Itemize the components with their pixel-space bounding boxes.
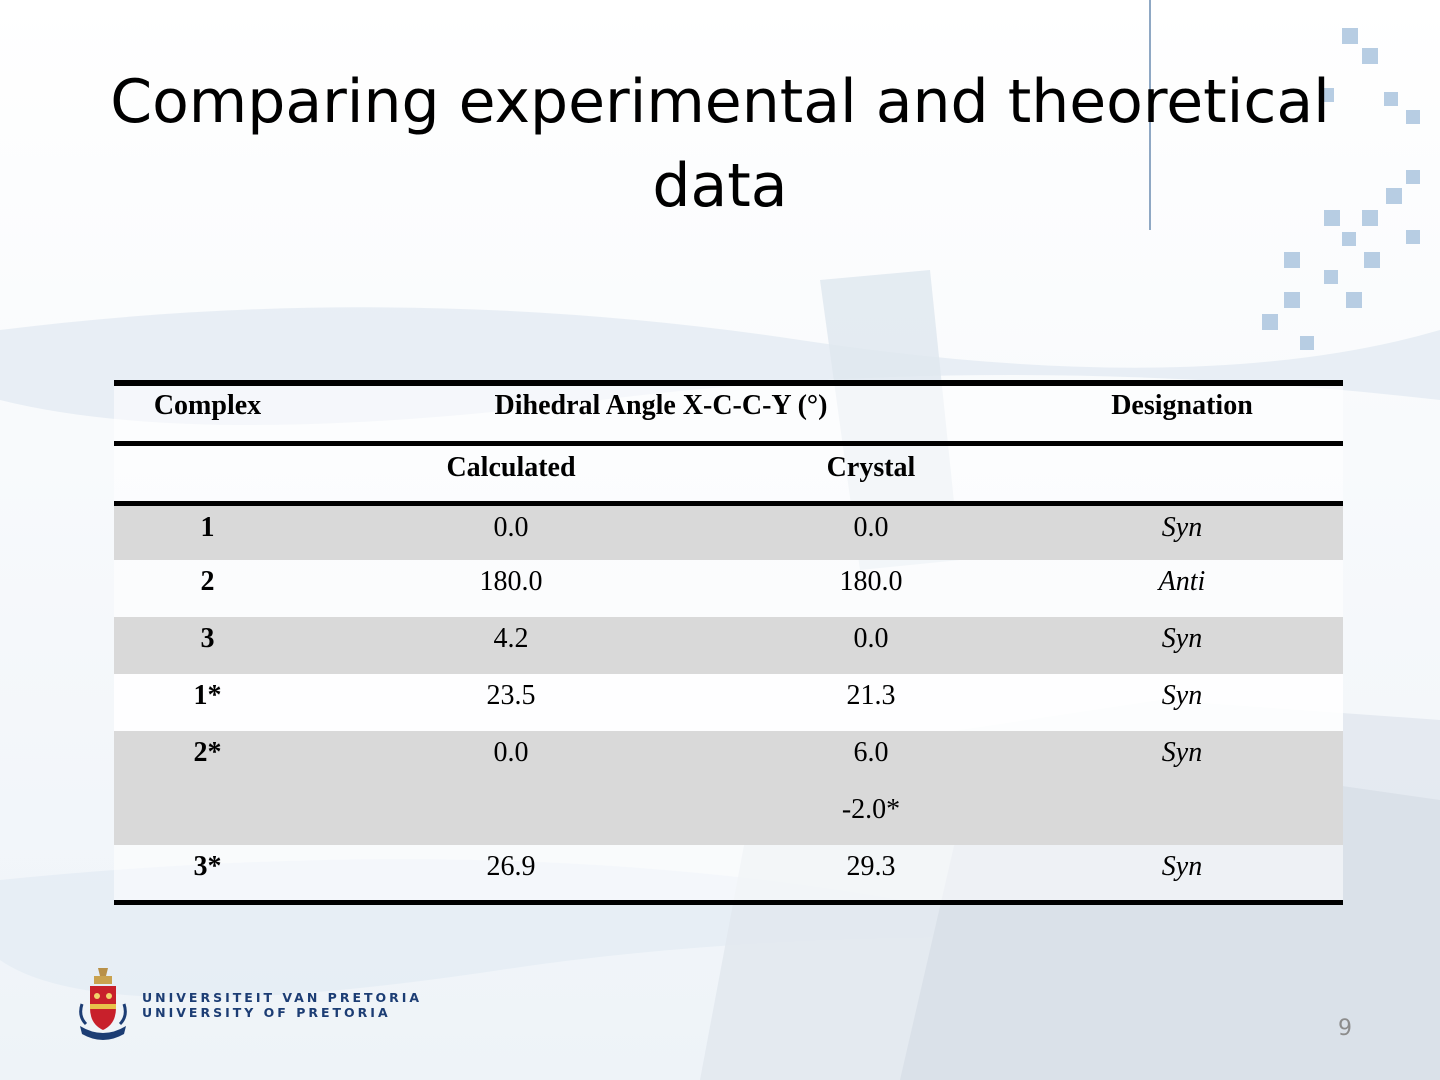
- table-row: 3 4.2 0.0 Syn: [114, 617, 1343, 674]
- table-row: 2 180.0 180.0 Anti: [114, 560, 1343, 617]
- table-row: 3* 26.9 29.3 Syn: [114, 845, 1343, 905]
- designation-cell: Anti: [1021, 560, 1343, 617]
- calculated-cell: 4.2: [301, 617, 721, 674]
- empty-cell: [301, 788, 721, 845]
- table-row: 1 0.0 0.0 Syn: [114, 503, 1343, 560]
- calculated-cell: 0.0: [301, 503, 721, 560]
- university-logo: UNIVERSITEIT VAN PRETORIA UNIVERSITY OF …: [76, 964, 422, 1046]
- complex-cell: 1: [114, 503, 301, 560]
- header-crystal: Crystal: [721, 443, 1021, 506]
- empty-cell: [1021, 788, 1343, 845]
- designation-cell: Syn: [1021, 617, 1343, 674]
- header-designation: Designation: [1021, 380, 1343, 446]
- crystal-cell: 0.0: [721, 617, 1021, 674]
- calculated-cell: 180.0: [301, 560, 721, 617]
- table-row-continuation: -2.0*: [114, 788, 1343, 845]
- dihedral-angle-table: Complex Dihedral Angle X-C-C-Y (°) Desig…: [114, 380, 1343, 905]
- complex-cell: 3: [114, 617, 301, 674]
- crystal-extra-cell: -2.0*: [721, 788, 1021, 845]
- logo-line-1: UNIVERSITEIT VAN PRETORIA: [142, 990, 423, 1005]
- page-number: 9: [1338, 1016, 1352, 1041]
- calculated-cell: 26.9: [301, 845, 721, 905]
- header-complex: Complex: [114, 380, 301, 446]
- complex-cell: 2: [114, 560, 301, 617]
- complex-cell: 2*: [114, 731, 301, 788]
- designation-cell: Syn: [1021, 503, 1343, 560]
- empty-cell: [114, 788, 301, 845]
- crystal-cell: 180.0: [721, 560, 1021, 617]
- crystal-cell: 21.3: [721, 674, 1021, 731]
- table-header-row: Complex Dihedral Angle X-C-C-Y (°) Desig…: [114, 380, 1343, 446]
- designation-cell: Syn: [1021, 674, 1343, 731]
- crystal-cell: 0.0: [721, 503, 1021, 560]
- slide-title-line-1: Comparing experimental and theoretical: [110, 67, 1330, 137]
- table-subheader-row: Calculated Crystal: [114, 443, 1343, 506]
- logo-line-2: UNIVERSITY OF PRETORIA: [142, 1005, 391, 1020]
- header-calculated: Calculated: [301, 443, 721, 506]
- crystal-cell: 29.3: [721, 845, 1021, 905]
- slide-title-line-2: data: [652, 151, 788, 221]
- header-dihedral-angle: Dihedral Angle X-C-C-Y (°): [301, 380, 1021, 446]
- subheader-empty: [1021, 443, 1343, 506]
- coat-of-arms-icon: [79, 968, 127, 1040]
- designation-cell: Syn: [1021, 845, 1343, 905]
- complex-cell: 3*: [114, 845, 301, 905]
- subheader-empty: [114, 443, 301, 506]
- table-row: 2* 0.0 6.0 Syn: [114, 731, 1343, 788]
- crystal-cell: 6.0: [721, 731, 1021, 788]
- calculated-cell: 23.5: [301, 674, 721, 731]
- designation-cell: Syn: [1021, 731, 1343, 788]
- complex-cell: 1*: [114, 674, 301, 731]
- table-row: 1* 23.5 21.3 Syn: [114, 674, 1343, 731]
- calculated-cell: 0.0: [301, 731, 721, 788]
- slide-title: Comparing experimental and theoretical d…: [60, 60, 1380, 228]
